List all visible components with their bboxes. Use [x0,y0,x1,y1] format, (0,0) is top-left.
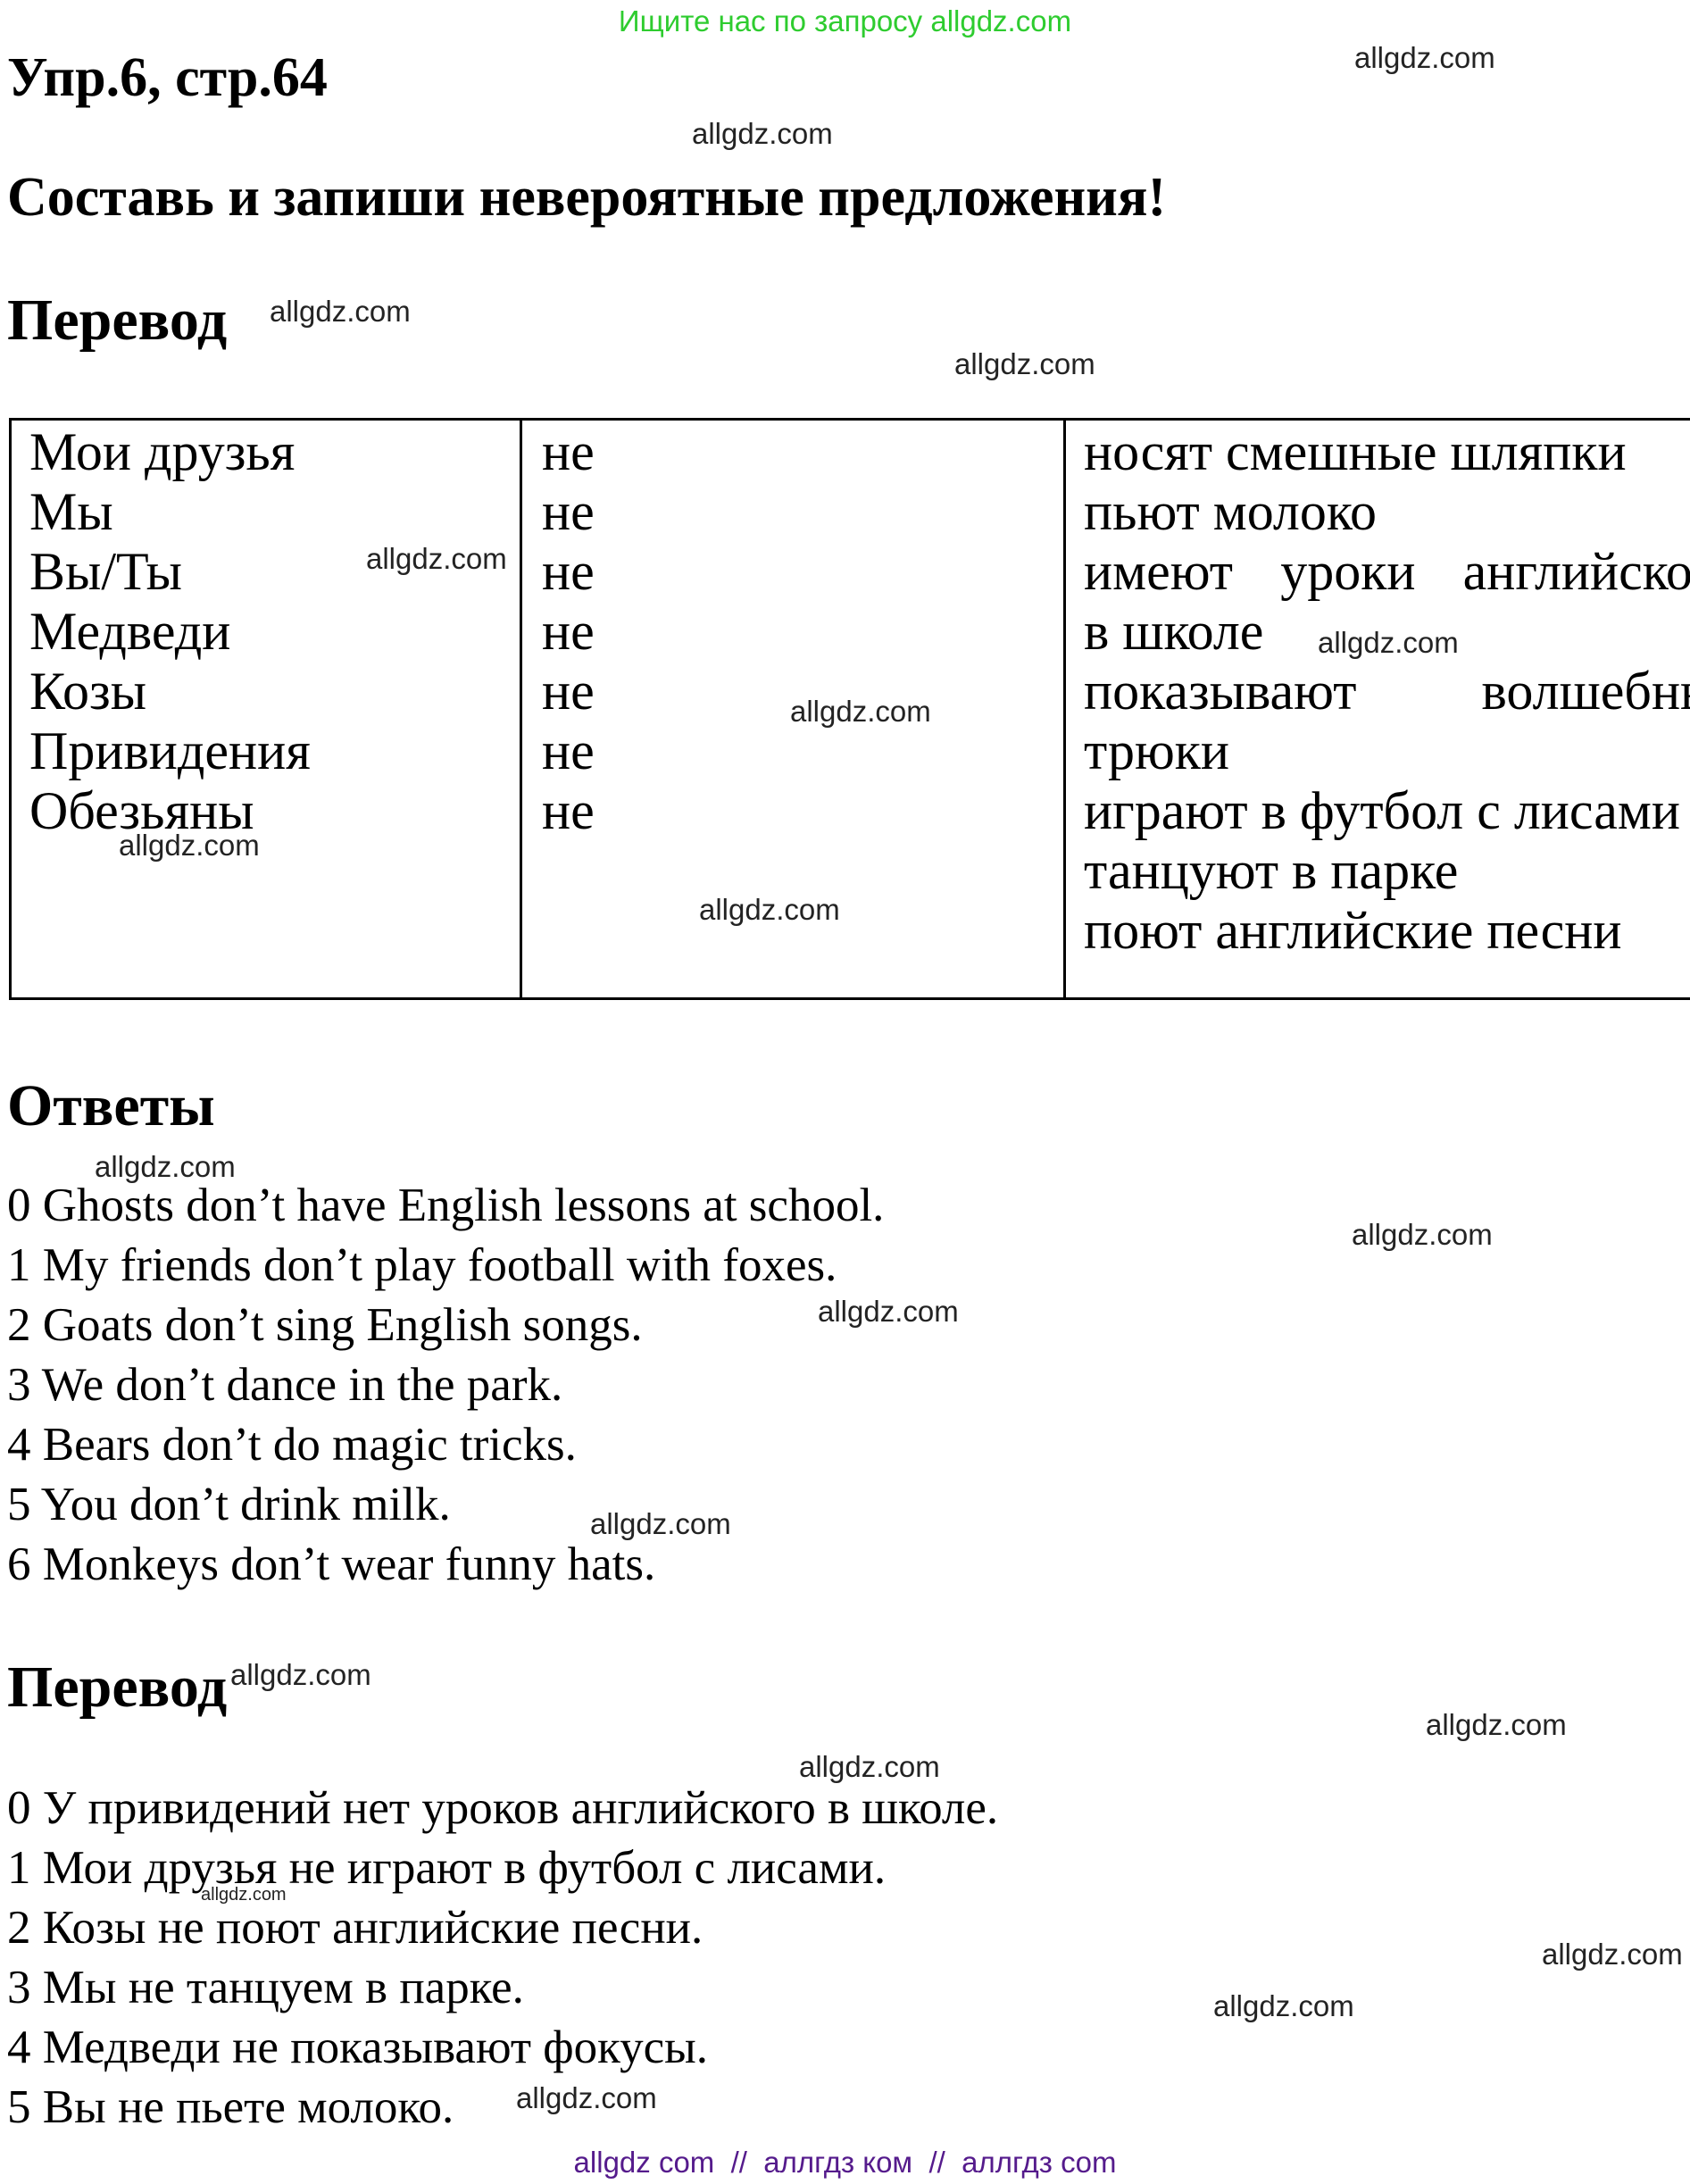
watermark-text: allgdz.com [590,1507,731,1540]
watermark-text: allgdz.com [799,1750,940,1783]
subject-line: Козы [29,662,147,721]
watermark-text: allgdz.com [516,2081,657,2114]
answer-line-ru: 4 Медведи не показывают фокусы. [7,2021,708,2073]
negation-line: не [542,482,595,541]
watermark-text: allgdz.com [818,1295,959,1328]
predicate-line: имеют уроки английского [1084,542,1690,601]
watermark-text: allgdz.com [201,1885,287,1905]
subjects-cell: Мои друзья Мы Вы/Ты Медведи Козы Привиде… [9,418,522,1000]
answers-list-en: 0 Ghosts don’t have English lessons at s… [7,1176,884,1595]
negation-cell: не не не не не не не [520,418,1066,1000]
negation-line: не [542,542,595,601]
watermark-text: allgdz.com [790,695,931,728]
footer-links: allgdz com // аллгдз ком // аллгдз com [573,2146,1117,2179]
answer-line-ru: 1 Мои друзья не играют в футбол с лисами… [7,1842,887,1894]
watermark-text: allgdz.com [1213,1989,1354,2022]
predicate-line: играют в футбол с лисами [1084,781,1680,840]
predicate-line: пьют молоко [1084,482,1377,541]
predicate-line: поют английские песни [1084,901,1622,960]
section-translation-2: Перевод [7,1655,228,1720]
watermark-text: allgdz.com [1318,626,1459,659]
table-row: Мои друзья Мы Вы/Ты Медведи Козы Привиде… [9,418,1690,1000]
watermark-text: allgdz.com [692,117,833,150]
predicate-line: танцуют в парке [1084,841,1459,900]
predicate-line: в школе [1084,602,1264,661]
negation-line: не [542,662,595,721]
watermark-text: allgdz.com [95,1150,236,1183]
answer-line-en: 5 You don’t drink milk. [7,1479,451,1530]
answer-line-en: 2 Goats don’t sing English songs. [7,1299,643,1351]
negation-line: не [542,721,595,780]
answer-line-ru: 3 Мы не танцуем в парке. [7,1962,524,2013]
watermark-text: allgdz.com [1426,1708,1567,1741]
grammar-table: Мои друзья Мы Вы/Ты Медведи Козы Привиде… [9,418,1690,1000]
predicate-line: трюки [1084,721,1230,780]
subject-line: Мы [29,482,113,541]
answer-line-en: 6 Monkeys don’t wear funny hats. [7,1538,656,1590]
watermark-text: allgdz.com [954,347,1095,380]
watermark-text: allgdz.com [230,1658,371,1691]
subject-line: Привидения [29,721,311,780]
subject-line: Мои друзья [29,422,296,481]
subject-line: Вы/Ты [29,542,182,601]
predicate-line: показывают волшебные [1084,662,1690,721]
watermark-text: allgdz.com [119,829,260,862]
answer-line-ru: 2 Козы не поют английские песни. [7,1902,703,1954]
watermark-text: allgdz.com [1542,1938,1683,1971]
predicate-line: носят смешные шляпки [1084,422,1627,481]
negation-line: не [542,422,595,481]
negation-line: не [542,602,595,661]
answers-list-ru: 0 У привидений нет уроков английского в … [7,1779,998,2138]
watermark-text: allgdz.com [366,542,507,575]
watermark-text: allgdz.com [270,295,411,328]
answer-line-ru: 0 У привидений нет уроков английского в … [7,1782,999,1834]
answer-line-en: 3 We don’t dance in the park. [7,1359,563,1411]
promo-banner: Ищите нас по запросу allgdz.com [618,4,1072,38]
watermark-text: allgdz.com [1352,1218,1493,1251]
predicates-cell: носят смешные шляпки пьют молоко имеют у… [1063,418,1690,1000]
subject-line: Обезьяны [29,781,254,840]
answer-line-en: 1 My friends don’t play football with fo… [7,1239,837,1291]
answer-line-ru: 5 Вы не пьете молоко. [7,2081,454,2133]
answer-line-en: 0 Ghosts don’t have English lessons at s… [7,1180,885,1231]
negation-line: не [542,781,595,840]
section-translation-1: Перевод [7,288,228,353]
watermark-text: allgdz.com [699,893,840,926]
answer-line-en: 4 Bears don’t do magic tricks. [7,1419,577,1471]
task-heading: Составь и запиши невероятные предложения… [7,167,1167,228]
exercise-title: Упр.6, стр.64 [7,47,328,108]
watermark-text: allgdz.com [1354,41,1495,74]
subject-line: Медведи [29,602,231,661]
section-answers: Ответы [7,1073,215,1138]
